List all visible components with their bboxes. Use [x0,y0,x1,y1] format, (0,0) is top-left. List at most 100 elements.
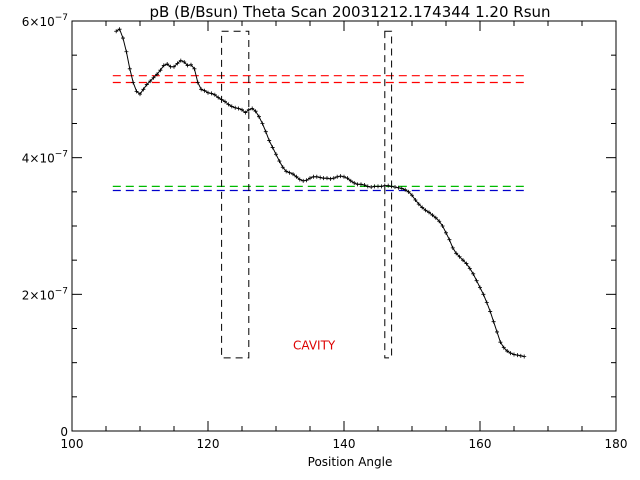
data-point [522,354,527,359]
data-point [464,261,469,266]
data-point [399,186,404,191]
data-point [287,170,292,175]
data-point [216,95,221,100]
data-point [352,180,357,185]
data-point [457,254,462,259]
x-tick-label: 120 [197,437,220,451]
data-point [498,340,503,345]
data-point [484,300,489,305]
y-tick-label: 0 [60,425,68,439]
data-point [454,251,459,256]
data-point [314,174,319,179]
data-point [386,183,391,188]
data-point [195,80,200,85]
data-point [206,90,210,95]
data-point [471,271,476,276]
data-point [474,278,479,283]
y-tick-label: 4×10−7 [22,150,68,166]
region-box [221,30,250,359]
data-point [263,129,268,134]
data-point [229,104,234,109]
data-point [355,182,360,187]
data-point [348,178,353,183]
data-point [291,172,295,177]
data-point [467,266,472,271]
data-point [478,285,482,290]
data-point [270,145,275,150]
data-point [423,208,428,213]
data-point [304,178,309,183]
x-tick-label: 160 [469,437,492,451]
data-point [491,319,496,324]
data-point [461,258,465,263]
data-point [321,176,326,181]
plot-area: 100 120 140 160 180 0 2×10−7 4×10−7 6×10−7 CAVITY [22,13,628,451]
data-point [512,352,516,357]
data-point [260,121,265,126]
data-point [144,82,149,87]
data-point [277,159,282,164]
data-point [393,185,397,190]
data-point [192,66,197,71]
data-point [267,138,272,143]
data-point [440,224,445,228]
data-point [148,79,153,84]
data-point [223,99,227,104]
data-point [284,169,289,174]
data-point [253,109,258,114]
data-point [396,185,401,190]
data-point [151,75,156,80]
data-point [311,174,316,179]
data-point [430,213,435,218]
data-point [131,80,136,85]
data-point [508,351,513,356]
data-point [236,106,241,111]
data-point [172,64,176,69]
data-point [495,329,499,334]
data-point [345,176,350,181]
region-box [384,30,393,359]
data-point [127,66,132,71]
x-tick-label: 100 [61,437,84,451]
data-point [325,176,329,181]
data-point [444,230,448,235]
data-point [416,202,421,207]
data-point [165,62,170,67]
data-point [403,187,408,192]
data-point [338,174,343,179]
data-point [114,29,119,34]
data-point [389,184,394,189]
data-point [488,309,493,314]
data-point [141,87,146,92]
data-point [420,205,425,210]
data-point [450,245,455,250]
data-point [365,184,370,189]
data-point [433,215,438,220]
data-point [158,68,163,73]
data-point [447,237,452,242]
data-point [134,89,139,94]
data-point [117,27,122,32]
data-point [124,49,129,54]
data-point [182,60,187,64]
data-point [138,92,142,97]
data-point [362,183,367,187]
data-point [328,176,333,181]
data-point [274,152,278,157]
data-point [505,349,510,354]
data-point [250,106,255,111]
data-point [437,219,442,224]
data-point [308,176,312,181]
data-point [515,353,520,358]
data-point [155,72,159,77]
data-point [297,177,302,182]
data-point [212,92,217,97]
y-tick-label: 2×10−7 [22,286,68,302]
data-point [342,174,346,179]
data-point [481,292,486,297]
data-point [189,62,193,67]
data-point [199,87,204,92]
data-point [376,184,380,189]
x-tick-label: 180 [605,437,628,451]
